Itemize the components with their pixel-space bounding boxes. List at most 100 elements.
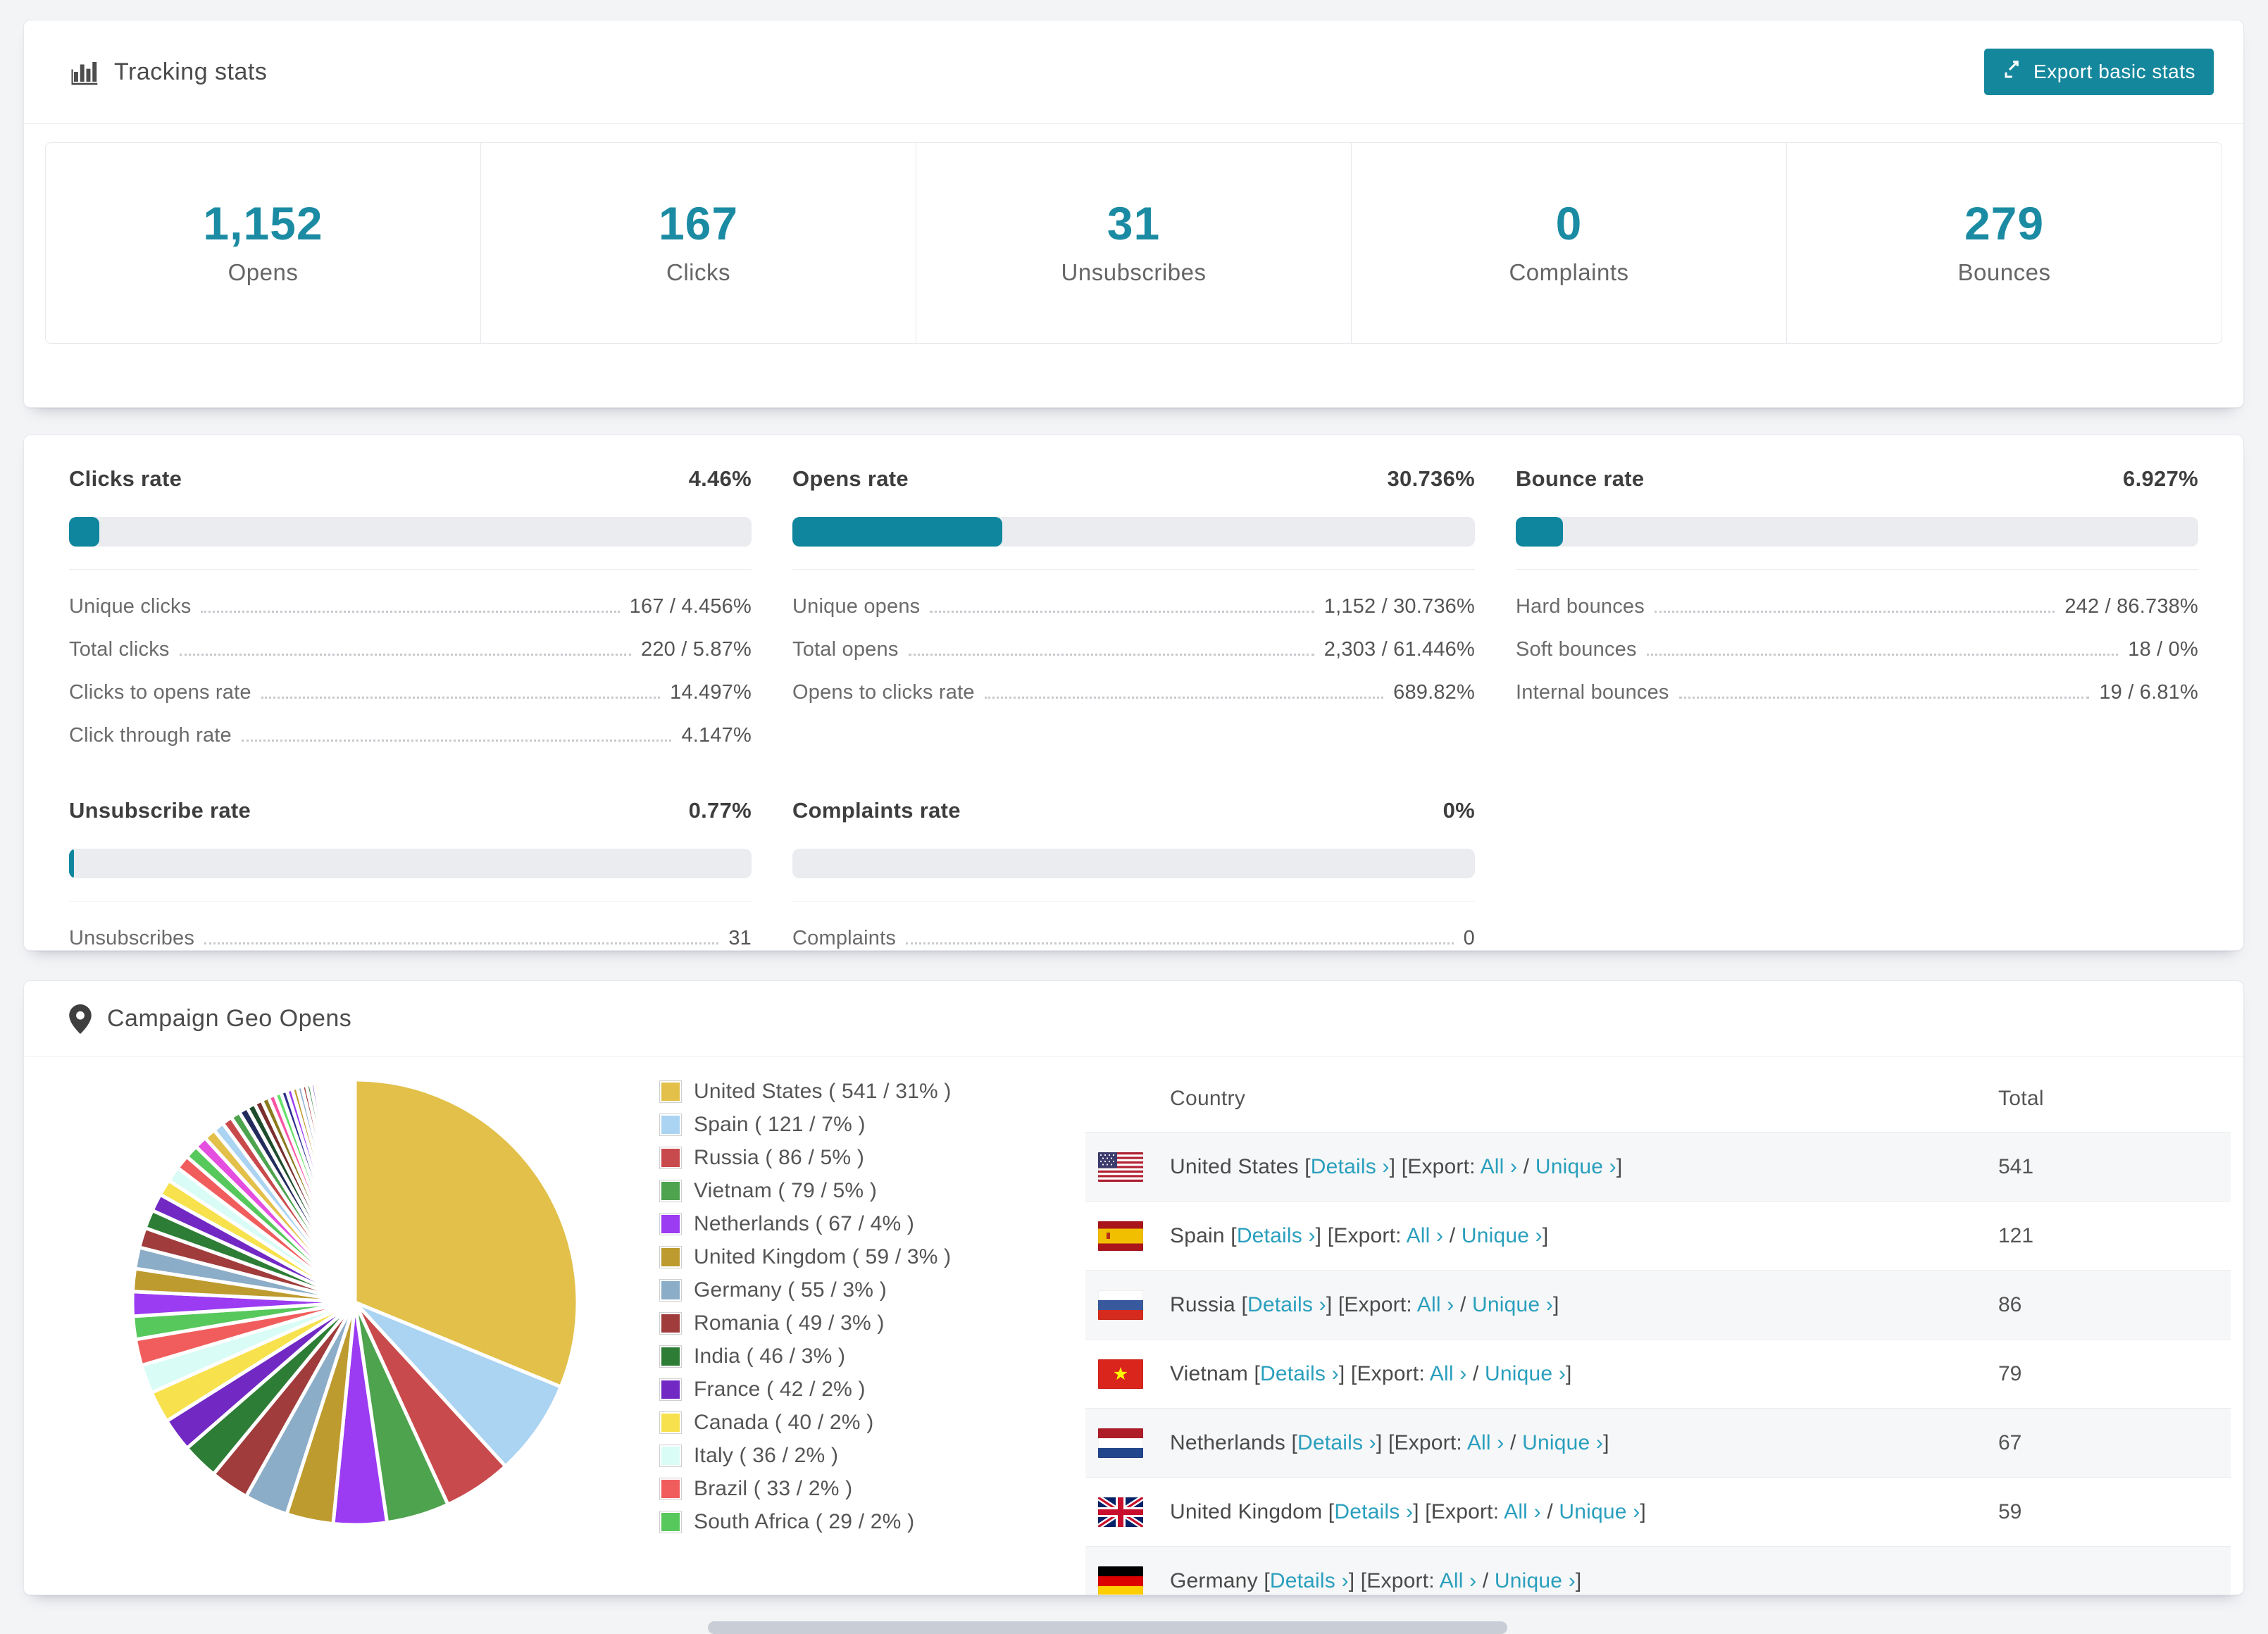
stat-box-bounces: 279 Bounces xyxy=(1957,197,2051,285)
export-all-link[interactable]: All › xyxy=(1406,1223,1444,1247)
punctuation: ] xyxy=(1542,1223,1549,1247)
export-all-link[interactable]: All › xyxy=(1416,1292,1454,1316)
rates-grid: Clicks rate 4.46% Unique clicks 167 / 4.4… xyxy=(69,466,2198,950)
legend-swatch xyxy=(659,1180,682,1202)
pie-slice-united-states[interactable] xyxy=(353,1078,580,1390)
export-unique-link[interactable]: Unique › xyxy=(1461,1223,1543,1247)
legend-swatch xyxy=(659,1147,682,1169)
geo-header: Campaign Geo Opens xyxy=(24,981,2243,1057)
details-link[interactable]: Details › xyxy=(1260,1361,1339,1385)
export-all-link[interactable]: All › xyxy=(1504,1499,1541,1523)
dotted-leader xyxy=(241,740,672,742)
export-all-link[interactable]: All › xyxy=(1429,1361,1467,1385)
legend-item: Brazil ( 33 / 2% ) xyxy=(659,1477,994,1501)
pie-slice-spain[interactable] xyxy=(354,1300,563,1469)
geo-pie-legend: United States ( 541 / 31% ) Spain ( 121 /… xyxy=(659,1080,994,1543)
export-label: [Export: xyxy=(1338,1292,1417,1316)
details-link[interactable]: Details › xyxy=(1236,1223,1316,1247)
punctuation: ] xyxy=(1376,1430,1388,1454)
rate-block-clicks: Clicks rate 4.46% Unique clicks 167 / 4.4… xyxy=(69,466,752,747)
legend-item: France ( 42 / 2% ) xyxy=(659,1378,994,1402)
rates-card: Clicks rate 4.46% Unique clicks 167 / 4.4… xyxy=(23,435,2244,951)
geo-title-row: Campaign Geo Opens xyxy=(69,1004,351,1034)
rate-value: 0.77% xyxy=(688,798,752,823)
dotted-leader xyxy=(179,654,631,656)
opens-count: 1,152 xyxy=(203,197,323,249)
legend-swatch xyxy=(659,1246,682,1268)
export-unique-link[interactable]: Unique › xyxy=(1535,1154,1616,1178)
details-link[interactable]: Details › xyxy=(1269,1568,1349,1592)
export-unique-link[interactable]: Unique › xyxy=(1485,1361,1566,1385)
country-name: United Kingdom xyxy=(1170,1499,1328,1523)
country-name: Germany xyxy=(1170,1568,1264,1592)
rate-block-unsubscribe: Unsubscribe rate 0.77% Unsubscribes 31 xyxy=(69,798,752,950)
stat-box-opens: 1,152 Opens xyxy=(46,143,481,343)
total-cell: 121 xyxy=(1998,1223,2034,1247)
flag-us-icon xyxy=(1098,1152,1143,1182)
export-unique-link[interactable]: Unique › xyxy=(1522,1430,1604,1454)
table-row-spain: Spain [Details ›] [Export: All › / Uniqu… xyxy=(1085,1201,2231,1270)
rate-block-opens: Opens rate 30.736% Unique opens 1,152 / 3… xyxy=(792,466,1475,747)
stat-row: Soft bounces 18 / 0% xyxy=(1516,638,2198,661)
pie-slice-other-46[interactable] xyxy=(351,1078,357,1303)
stat-row: Hard bounces 242 / 86.738% xyxy=(1516,595,2198,618)
flag-vn-icon xyxy=(1098,1359,1143,1389)
export-basic-stats-button[interactable]: Export basic stats xyxy=(1984,49,2214,95)
legend-swatch xyxy=(659,1345,682,1368)
country-name: Netherlands xyxy=(1170,1430,1292,1454)
punctuation: ] xyxy=(1616,1154,1623,1178)
geo-table-rows: United States [Details ›] [Export: All ›… xyxy=(1085,1132,2231,1595)
details-link[interactable]: Details › xyxy=(1297,1430,1376,1454)
clicks-rate-rows: Unique clicks 167 / 4.456% Total clicks 220… xyxy=(69,569,752,747)
export-icon xyxy=(2002,59,2024,85)
complaints-rate-rows: Complaints 0 xyxy=(792,901,1475,950)
total-cell: 86 xyxy=(1998,1292,2022,1316)
export-unique-link[interactable]: Unique › xyxy=(1494,1568,1576,1592)
punctuation: [ xyxy=(1254,1361,1260,1385)
complaints-rate-progressbar xyxy=(792,849,1475,878)
legend-item: India ( 46 / 3% ) xyxy=(659,1345,994,1368)
country-name: Russia xyxy=(1170,1292,1242,1316)
flag-es-icon xyxy=(1098,1221,1143,1251)
stat-box-clicks: 167 Clicks xyxy=(481,143,916,343)
total-cell: 67 xyxy=(1998,1430,2022,1454)
horizontal-scrollbar-thumb[interactable] xyxy=(708,1621,1507,1634)
geo-table-header: Country Total xyxy=(1085,1068,2231,1132)
export-label: [Export: xyxy=(1360,1568,1440,1592)
legend-swatch xyxy=(659,1511,682,1533)
legend-item: Spain ( 121 / 7% ) xyxy=(659,1113,994,1137)
legend-item: Vietnam ( 79 / 5% ) xyxy=(659,1179,994,1203)
map-pin-icon xyxy=(69,1004,92,1034)
legend-swatch xyxy=(659,1312,682,1335)
punctuation: ] xyxy=(1338,1361,1351,1385)
export-all-link[interactable]: All › xyxy=(1439,1568,1477,1592)
rate-value: 30.736% xyxy=(1387,466,1475,491)
punctuation: ] xyxy=(1640,1499,1646,1523)
punctuation: ] xyxy=(1315,1223,1328,1247)
export-label: [Export: xyxy=(1425,1499,1504,1523)
geo-pie-chart[interactable] xyxy=(130,1077,580,1528)
legend-swatch xyxy=(659,1411,682,1434)
stat-box-complaints: 0 Complaints xyxy=(1352,143,1787,343)
legend-swatch xyxy=(659,1378,682,1401)
country-name: United States xyxy=(1170,1154,1305,1178)
table-row-netherlands: Netherlands [Details ›] [Export: All › /… xyxy=(1085,1408,2231,1477)
country-cell: Spain [Details ›] [Export: All › / Uniqu… xyxy=(1170,1224,1998,1248)
export-unique-link[interactable]: Unique › xyxy=(1559,1499,1640,1523)
export-unique-link[interactable]: Unique › xyxy=(1472,1292,1554,1316)
legend-swatch xyxy=(659,1213,682,1235)
campaign-geo-opens-card: Campaign Geo Opens United States ( 541 /… xyxy=(23,980,2244,1595)
export-all-link[interactable]: All › xyxy=(1466,1430,1504,1454)
flag-gb-icon xyxy=(1098,1497,1143,1527)
unsubscribe-rate-progressbar xyxy=(69,849,752,878)
punctuation: / xyxy=(1504,1430,1523,1454)
legend-item: United States ( 541 / 31% ) xyxy=(659,1080,994,1104)
unsubscribe-rate-rows: Unsubscribes 31 xyxy=(69,901,752,950)
total-cell: 59 xyxy=(1998,1499,2022,1523)
details-link[interactable]: Details › xyxy=(1310,1154,1390,1178)
details-link[interactable]: Details › xyxy=(1334,1499,1414,1523)
stat-row: Click through rate 4.147% xyxy=(69,724,752,747)
export-all-link[interactable]: All › xyxy=(1480,1154,1518,1178)
stat-row: Unsubscribes 31 xyxy=(69,927,752,949)
details-link[interactable]: Details › xyxy=(1247,1292,1326,1316)
